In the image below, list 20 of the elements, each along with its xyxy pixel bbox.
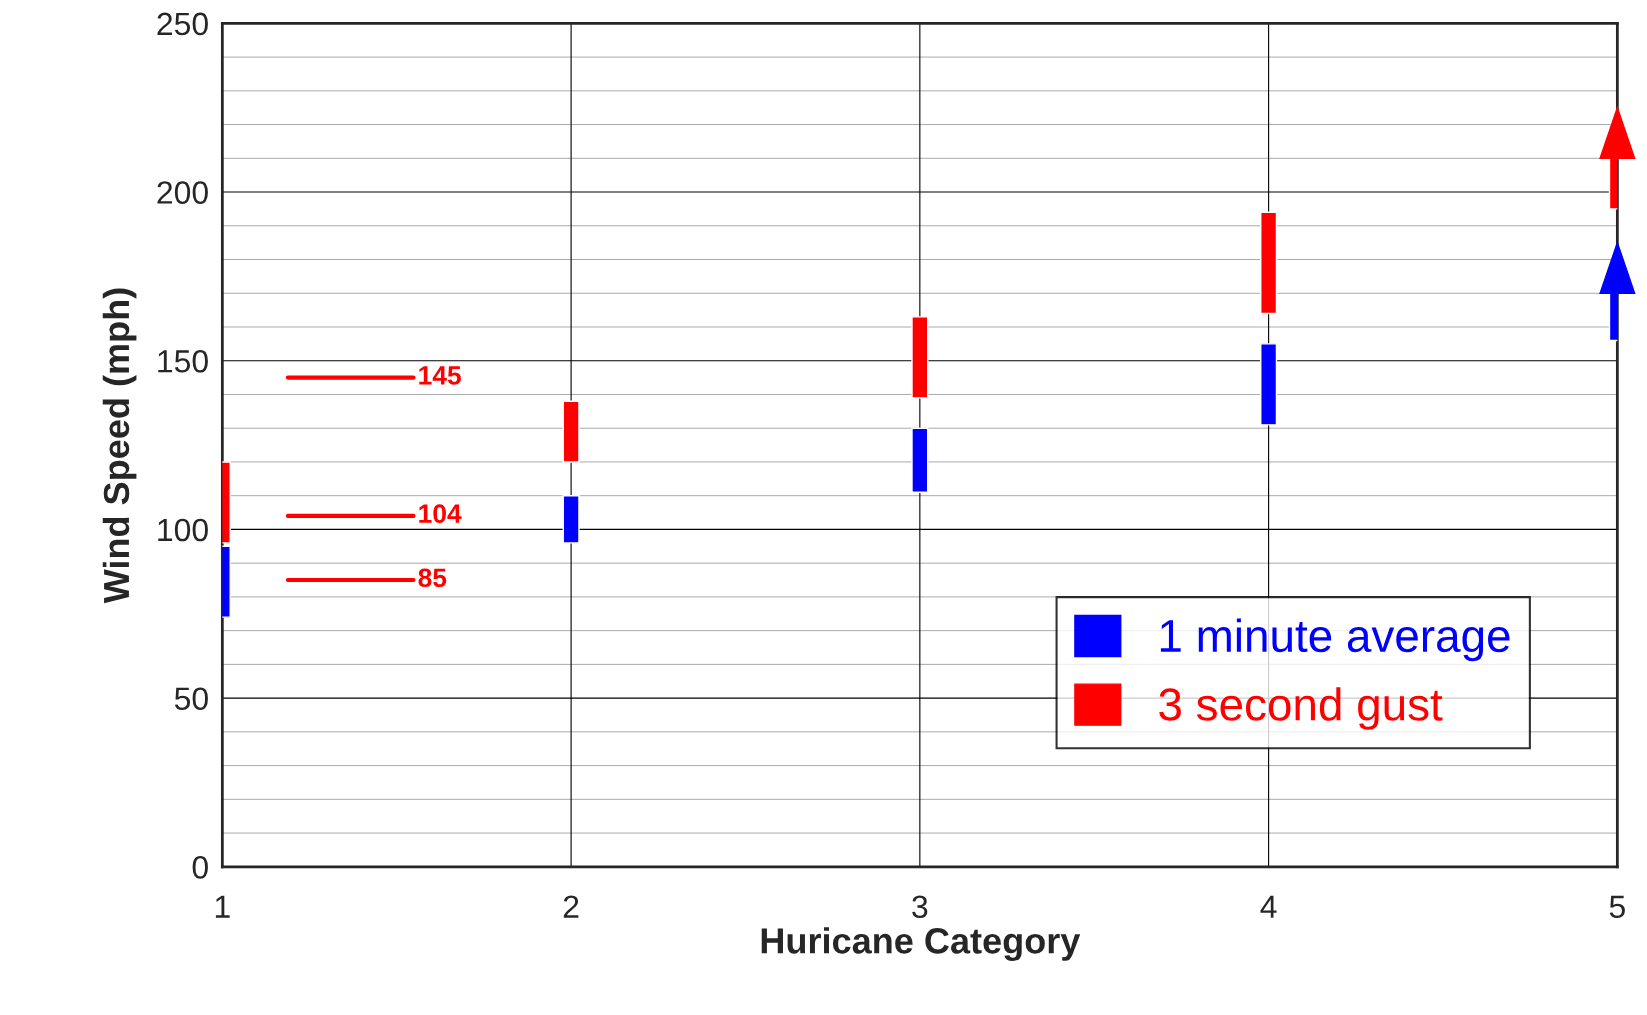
y-tick-label: 200: [157, 181, 208, 204]
x-tick-label: 1: [215, 895, 230, 918]
bar: [911, 316, 929, 399]
y-tick-label: 150: [158, 350, 208, 373]
y-tick-label: 50: [174, 687, 208, 711]
x-tick-label: 3: [912, 895, 928, 919]
ref-line-label: 85: [418, 568, 447, 588]
y-axis-title: Wind Speed (mph): [102, 288, 137, 604]
bar: [911, 427, 929, 494]
x-tick-label: 2: [563, 895, 579, 918]
y-tick-label: 0: [192, 856, 208, 879]
x-tick-label: 5: [1609, 895, 1625, 919]
legend-label: 3 second gust: [1159, 687, 1443, 730]
legend-label: 1 minute average: [1160, 618, 1510, 662]
ref-line-label: 145: [419, 366, 461, 385]
x-tick-label: 4: [1260, 895, 1277, 918]
ref-line-label: 104: [419, 504, 462, 524]
y-tick-label: 100: [158, 518, 208, 542]
y-tick-label: 250: [157, 12, 208, 36]
x-axis-title: Huricane Category: [761, 927, 1081, 961]
